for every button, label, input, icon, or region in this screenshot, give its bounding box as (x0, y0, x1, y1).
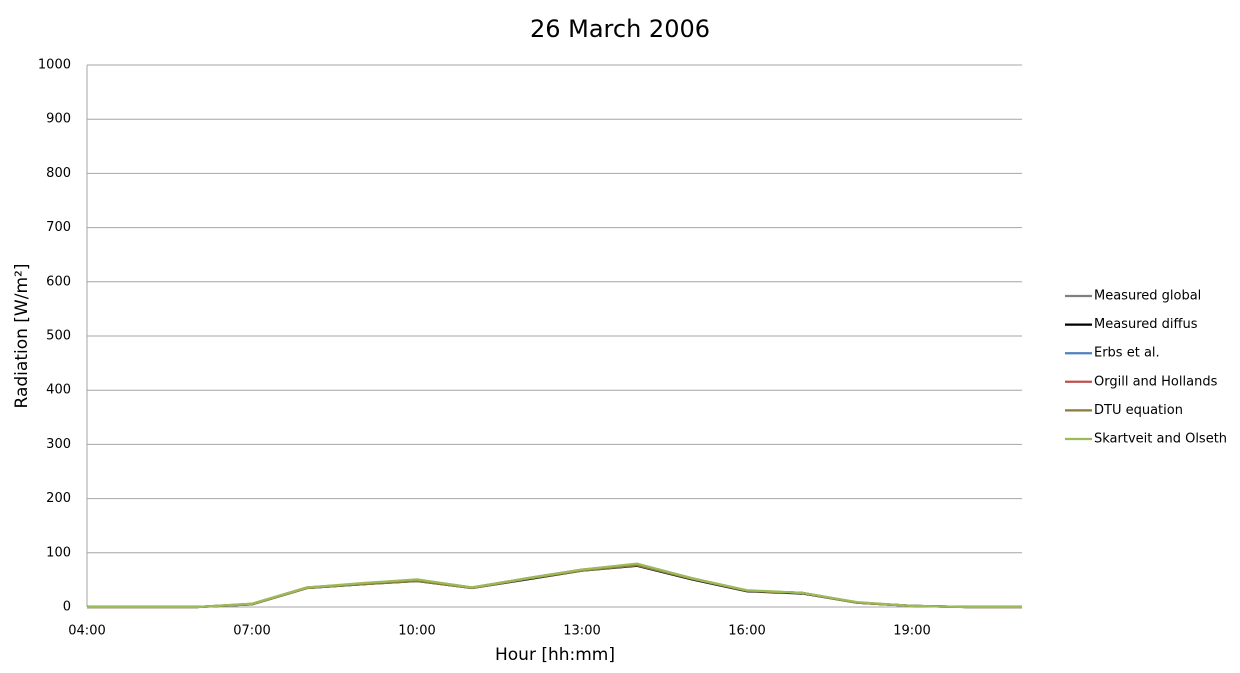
x-tick-label: 07:00 (233, 624, 270, 639)
legend-label: Skartveit and Olseth (1094, 432, 1227, 447)
legend-label: Orgill and Hollands (1094, 374, 1218, 389)
y-tick-label: 300 (46, 437, 71, 452)
series-line (87, 563, 1022, 609)
y-tick-label: 100 (46, 545, 71, 560)
y-tick-label: 900 (46, 112, 71, 127)
legend-label: DTU equation (1094, 403, 1183, 418)
chart-title: 26 March 2006 (530, 15, 710, 43)
series-line (87, 562, 1022, 609)
y-tick-label: 200 (46, 491, 71, 506)
x-tick-label: 16:00 (728, 624, 765, 639)
series-line (87, 564, 1022, 609)
series-line (87, 564, 1022, 609)
x-tick-label: 19:00 (893, 624, 930, 639)
y-tick-label: 600 (46, 274, 71, 289)
x-tick-label: 04:00 (68, 624, 105, 639)
y-tick-label: 0 (63, 600, 71, 615)
y-tick-label: 1000 (38, 58, 71, 73)
y-tick-label: 700 (46, 220, 71, 235)
legend-label: Erbs et al. (1094, 346, 1160, 361)
x-tick-label: 13:00 (563, 624, 600, 639)
x-axis-title: Hour [hh:mm] (495, 645, 615, 665)
series-line (87, 563, 1022, 609)
x-tick-label: 10:00 (398, 624, 435, 639)
legend-label: Measured global (1094, 289, 1201, 304)
legend-label: Measured diffus (1094, 317, 1198, 332)
y-axis-title: Radiation [W/m²] (12, 264, 32, 409)
y-tick-label: 400 (46, 383, 71, 398)
y-tick-label: 800 (46, 166, 71, 181)
y-tick-label: 500 (46, 329, 71, 344)
series-line (87, 564, 1022, 609)
